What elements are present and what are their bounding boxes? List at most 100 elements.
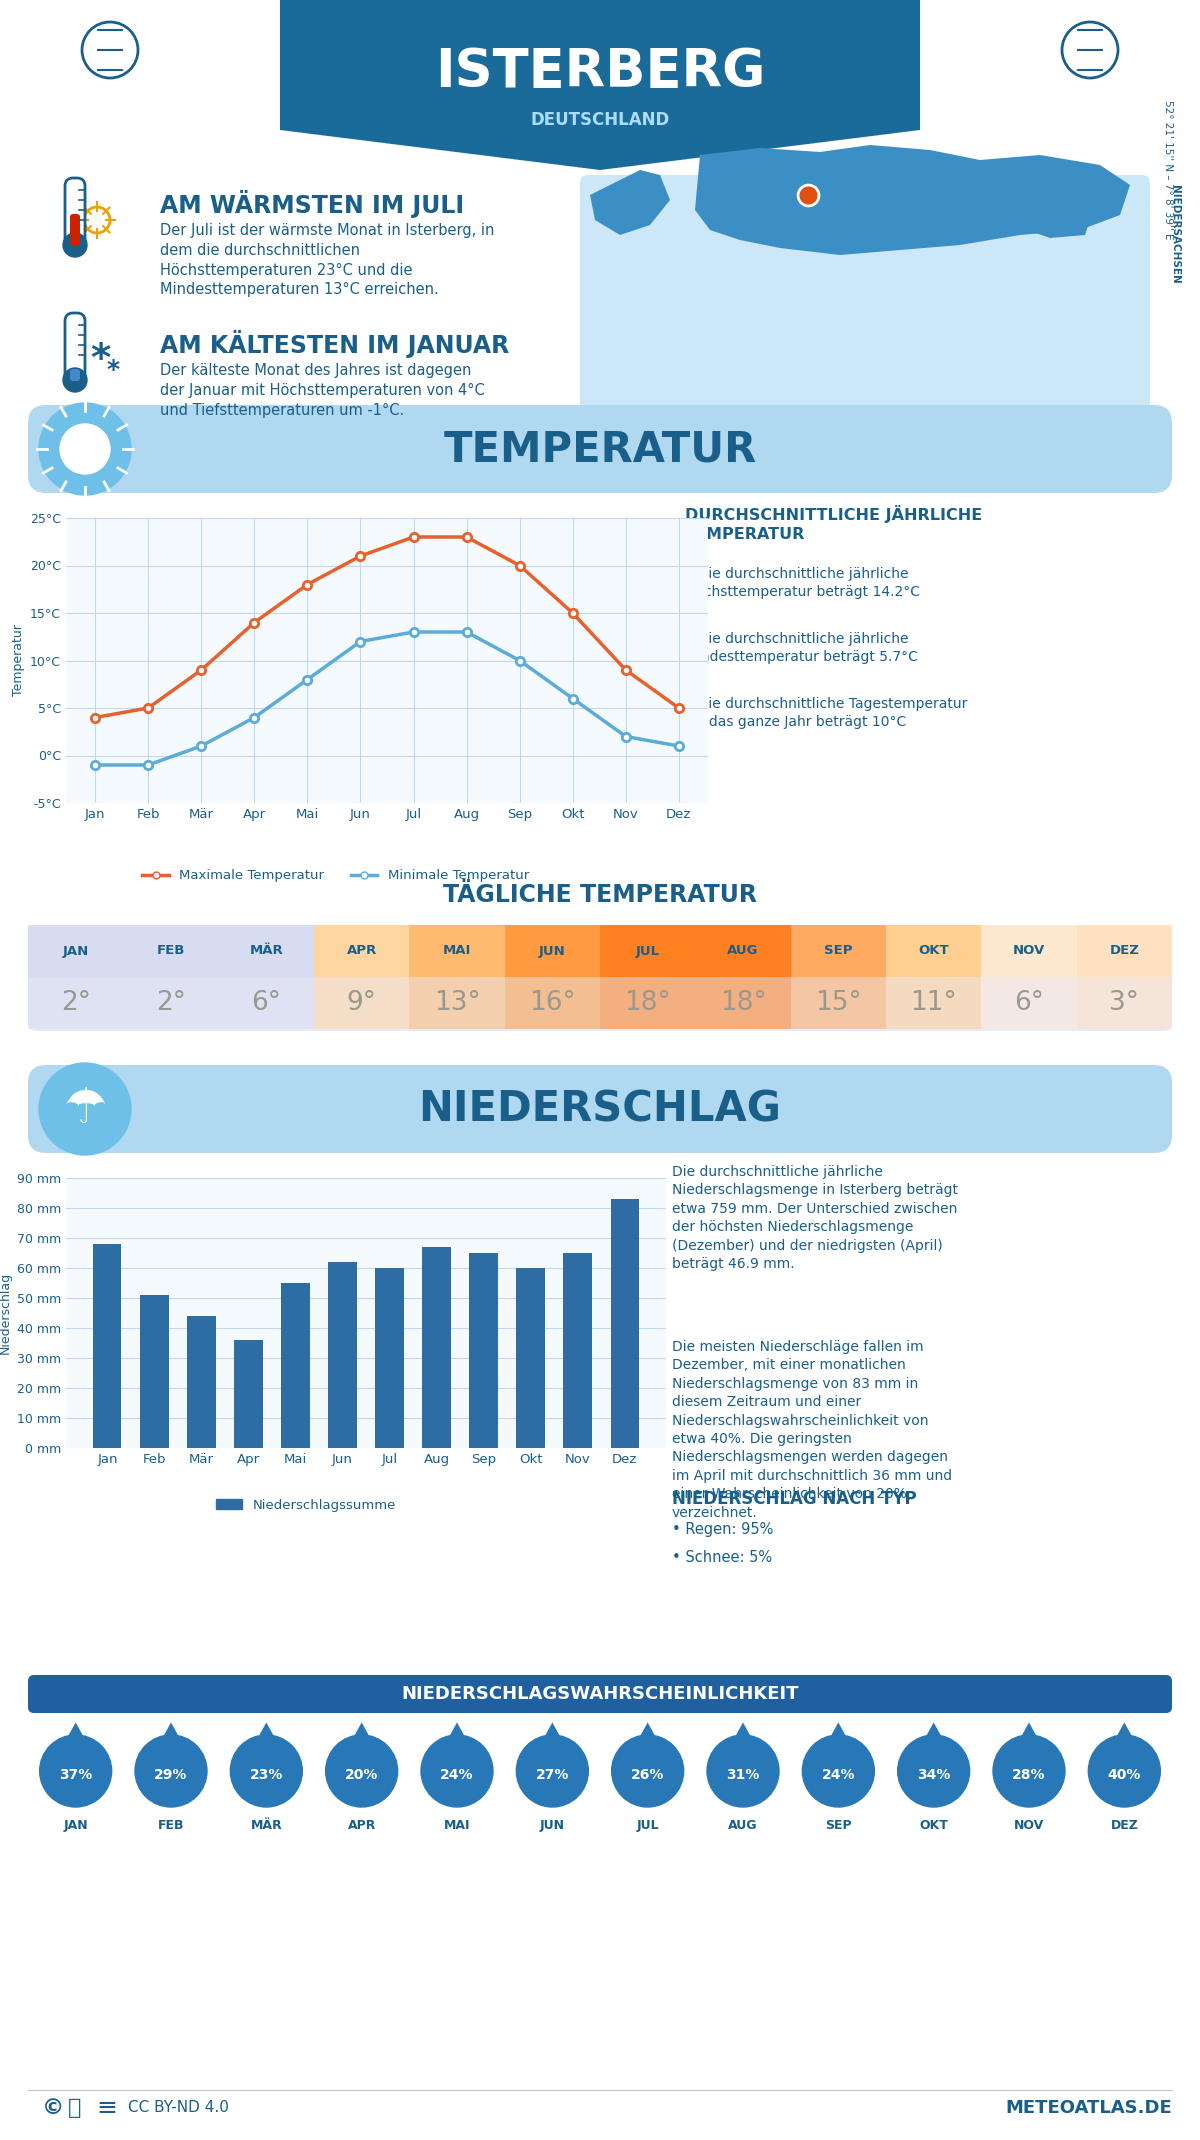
Text: JUL: JUL xyxy=(636,944,660,957)
Polygon shape xyxy=(246,1723,286,1759)
Circle shape xyxy=(40,1736,112,1806)
Circle shape xyxy=(134,1736,208,1806)
Text: APR: APR xyxy=(347,944,377,957)
Bar xyxy=(564,1254,592,1449)
Text: NOV: NOV xyxy=(1014,1819,1044,1832)
Text: TÄGLICHE TEMPERATUR: TÄGLICHE TEMPERATUR xyxy=(443,884,757,907)
Text: NIEDERSACHSEN: NIEDERSACHSEN xyxy=(1170,184,1180,285)
Text: CC BY-ND 4.0: CC BY-ND 4.0 xyxy=(128,2101,229,2116)
Text: APR: APR xyxy=(348,1819,376,1832)
Text: 27%: 27% xyxy=(535,1768,569,1783)
Polygon shape xyxy=(818,1723,858,1759)
Bar xyxy=(469,1254,498,1449)
Bar xyxy=(28,924,124,978)
Text: 13°: 13° xyxy=(433,991,480,1016)
Text: 34%: 34% xyxy=(917,1768,950,1783)
Text: OKT: OKT xyxy=(919,1819,948,1832)
Text: 52° 21' 15'' N – 7° 8' 39'' E: 52° 21' 15'' N – 7° 8' 39'' E xyxy=(1163,101,1174,240)
Text: 31%: 31% xyxy=(726,1768,760,1783)
FancyBboxPatch shape xyxy=(28,404,1172,492)
Circle shape xyxy=(707,1736,779,1806)
Bar xyxy=(409,978,505,1029)
Text: 23%: 23% xyxy=(250,1768,283,1783)
Text: 37%: 37% xyxy=(59,1768,92,1783)
Polygon shape xyxy=(533,1723,572,1759)
Text: 2°: 2° xyxy=(61,991,91,1016)
Bar xyxy=(505,978,600,1029)
Circle shape xyxy=(60,424,110,473)
Text: MÄR: MÄR xyxy=(251,1819,282,1832)
Text: Der kälteste Monat des Jahres ist dagegen
der Januar mit Höchsttemperaturen von : Der kälteste Monat des Jahres ist dagege… xyxy=(160,364,485,417)
Text: Die durchschnittliche jährliche
Niederschlagsmenge in Isterberg beträgt
etwa 759: Die durchschnittliche jährliche Niedersc… xyxy=(672,1164,958,1271)
Text: 24%: 24% xyxy=(440,1768,474,1783)
Circle shape xyxy=(64,368,88,392)
FancyBboxPatch shape xyxy=(65,178,85,246)
Text: NIEDERSCHLAG NACH TYP: NIEDERSCHLAG NACH TYP xyxy=(672,1489,917,1509)
Text: 3°: 3° xyxy=(1109,991,1139,1016)
Bar xyxy=(1076,978,1172,1029)
Text: 40%: 40% xyxy=(1108,1768,1141,1783)
Polygon shape xyxy=(724,1723,763,1759)
Polygon shape xyxy=(1009,1723,1049,1759)
Bar xyxy=(695,978,791,1029)
Legend: Maximale Temperatur, Minimale Temperatur: Maximale Temperatur, Minimale Temperatur xyxy=(137,865,534,888)
Bar xyxy=(422,1248,451,1449)
Text: *: * xyxy=(90,340,110,379)
Text: FEB: FEB xyxy=(157,944,185,957)
Text: DURCHSCHNITTLICHE JÄHRLICHE
TEMPERATUR: DURCHSCHNITTLICHE JÄHRLICHE TEMPERATUR xyxy=(685,505,983,541)
Bar xyxy=(505,924,600,978)
Legend: Niederschlagssumme: Niederschlagssumme xyxy=(210,1494,402,1517)
Circle shape xyxy=(325,1736,397,1806)
Bar xyxy=(886,978,982,1029)
Text: 15°: 15° xyxy=(815,991,862,1016)
Text: NIEDERSCHLAG: NIEDERSCHLAG xyxy=(419,1087,781,1130)
Bar xyxy=(281,1284,310,1449)
Polygon shape xyxy=(914,1723,954,1759)
Text: 18°: 18° xyxy=(624,991,671,1016)
Text: DEZ: DEZ xyxy=(1110,1819,1139,1832)
Text: MAI: MAI xyxy=(444,1819,470,1832)
Circle shape xyxy=(38,1064,131,1156)
Text: 2°: 2° xyxy=(156,991,186,1016)
Text: • Die durchschnittliche jährliche
Mindesttemperatur beträgt 5.7°C: • Die durchschnittliche jährliche Mindes… xyxy=(685,631,918,663)
Text: JUL: JUL xyxy=(636,1819,659,1832)
FancyBboxPatch shape xyxy=(580,175,1150,411)
Polygon shape xyxy=(151,1723,191,1759)
Text: JUN: JUN xyxy=(540,1819,565,1832)
Text: 26%: 26% xyxy=(631,1768,665,1783)
FancyBboxPatch shape xyxy=(28,1066,1172,1153)
Text: Der Juli ist der wärmste Monat in Isterberg, in
dem die durchschnittlichen
Höchs: Der Juli ist der wärmste Monat in Isterb… xyxy=(160,223,494,297)
Text: MÄR: MÄR xyxy=(250,944,283,957)
Bar xyxy=(376,1269,403,1449)
Bar xyxy=(140,1295,168,1449)
Bar xyxy=(314,978,409,1029)
Text: SEP: SEP xyxy=(826,1819,852,1832)
Text: • Regen: 95%: • Regen: 95% xyxy=(672,1522,773,1537)
Bar xyxy=(611,1198,638,1449)
Bar xyxy=(886,924,982,978)
Bar xyxy=(218,924,314,978)
Text: 24%: 24% xyxy=(822,1768,856,1783)
FancyBboxPatch shape xyxy=(28,924,1172,1031)
Text: DEUTSCHLAND: DEUTSCHLAND xyxy=(530,111,670,128)
Circle shape xyxy=(230,1736,302,1806)
Text: *: * xyxy=(107,357,120,383)
Polygon shape xyxy=(56,1723,96,1759)
Circle shape xyxy=(38,402,131,494)
Circle shape xyxy=(421,1736,493,1806)
Text: MAI: MAI xyxy=(443,944,472,957)
Bar xyxy=(791,924,886,978)
Bar xyxy=(695,924,791,978)
Circle shape xyxy=(1088,1736,1160,1806)
Circle shape xyxy=(803,1736,875,1806)
Text: AM KÄLTESTEN IM JANUAR: AM KÄLTESTEN IM JANUAR xyxy=(160,330,509,357)
Bar xyxy=(516,1269,545,1449)
Y-axis label: Temperatur: Temperatur xyxy=(12,625,24,696)
Text: JAN: JAN xyxy=(62,944,89,957)
Bar xyxy=(124,924,218,978)
Bar xyxy=(600,978,695,1029)
Polygon shape xyxy=(437,1723,476,1759)
Text: 29%: 29% xyxy=(155,1768,187,1783)
FancyBboxPatch shape xyxy=(65,312,85,383)
Polygon shape xyxy=(280,0,920,169)
